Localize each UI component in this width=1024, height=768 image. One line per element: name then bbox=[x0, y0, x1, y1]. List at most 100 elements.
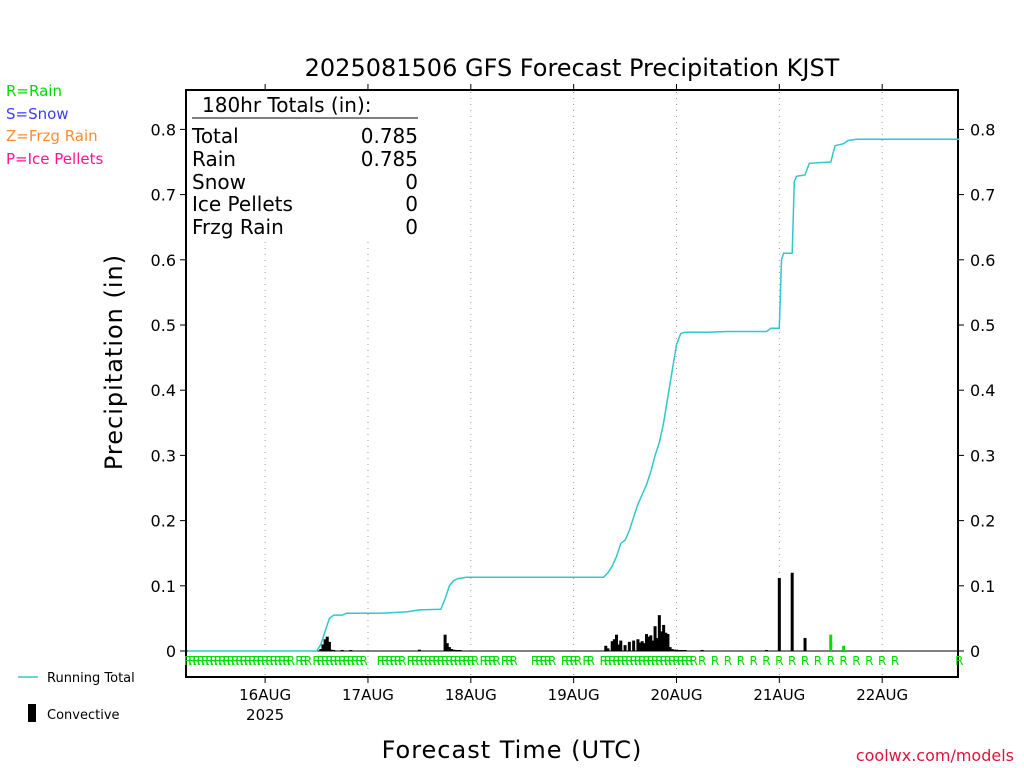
convective-bar bbox=[666, 634, 670, 651]
x-tick-sublabel: 2025 bbox=[246, 706, 284, 724]
legend-rain: R=Rain bbox=[6, 82, 62, 100]
y-tick-label-right: 0.1 bbox=[970, 577, 995, 596]
rain-marker: R bbox=[205, 654, 213, 668]
y-tick-label-right: 0 bbox=[970, 642, 980, 661]
rain-marker: R bbox=[698, 654, 706, 668]
rain-marker: R bbox=[535, 654, 543, 668]
rain-marker: R bbox=[659, 654, 667, 668]
rain-marker: R bbox=[724, 654, 732, 668]
rain-marker: R bbox=[197, 654, 205, 668]
convective-bar bbox=[679, 650, 683, 651]
rain-marker: R bbox=[351, 654, 359, 668]
rain-marker: R bbox=[462, 654, 470, 668]
totals-frzg-label: Frzg Rain bbox=[192, 215, 284, 239]
x-tick-label: 16AUG bbox=[239, 686, 291, 704]
convective-bar bbox=[640, 641, 644, 651]
y-tick-label-left: 0.1 bbox=[151, 577, 176, 596]
convective-bar bbox=[638, 642, 642, 651]
rain-marker: R bbox=[390, 654, 398, 668]
rain-marker: R bbox=[235, 654, 243, 668]
rain-marker: R bbox=[454, 654, 462, 668]
rain-marker: R bbox=[252, 654, 260, 668]
rain-marker: R bbox=[642, 654, 650, 668]
rain-marker: R bbox=[587, 654, 595, 668]
legend-snow: S=Snow bbox=[6, 105, 69, 123]
y-tick-label-left: 0.2 bbox=[151, 512, 176, 531]
convective-bar bbox=[606, 648, 610, 651]
convective-bar bbox=[668, 647, 672, 651]
rain-marker: R bbox=[342, 654, 350, 668]
rain-marker: R bbox=[261, 654, 269, 668]
y-tick-label-left: 0 bbox=[166, 642, 176, 661]
y-tick-label-right: 0.4 bbox=[970, 381, 995, 400]
totals-ice-value: 0 bbox=[405, 192, 418, 216]
rain-marker: R bbox=[647, 654, 655, 668]
rain-marker: R bbox=[227, 654, 235, 668]
legend-frzg-rain: Z=Frzg Rain bbox=[6, 127, 98, 145]
totals-rain-label: Rain bbox=[192, 147, 236, 171]
rain-marker: R bbox=[569, 654, 577, 668]
precip-bar bbox=[829, 634, 833, 651]
convective-bar bbox=[670, 649, 674, 651]
convective-bar bbox=[642, 643, 646, 651]
convective-bar bbox=[683, 650, 687, 651]
rain-marker: R bbox=[210, 654, 218, 668]
totals-snow-label: Snow bbox=[192, 170, 246, 194]
y-tick-label-right: 0.7 bbox=[970, 186, 995, 205]
rain-marker: R bbox=[471, 654, 479, 668]
totals-snow-value: 0 bbox=[405, 170, 418, 194]
rain-marker: R bbox=[749, 654, 757, 668]
totals-total-value: 0.785 bbox=[361, 124, 418, 148]
convective-bar bbox=[340, 650, 344, 651]
rain-marker: R bbox=[565, 654, 573, 668]
convective-bar bbox=[458, 650, 462, 651]
convective-bar bbox=[674, 649, 678, 651]
credit-text: coolwx.com/models bbox=[856, 746, 1014, 765]
rain-marker: R bbox=[428, 654, 436, 668]
rain-marker: R bbox=[300, 654, 308, 668]
convective-bar bbox=[653, 626, 657, 651]
convective-bar bbox=[619, 640, 623, 651]
rain-marker: R bbox=[347, 654, 355, 668]
rain-marker: R bbox=[420, 654, 428, 668]
precip-type-legend: R=Rain S=Snow Z=Frzg Rain P=Ice Pellets bbox=[6, 82, 103, 168]
convective-bar bbox=[681, 650, 685, 651]
totals-box: 180hr Totals (in): Total 0.785 Rain 0.78… bbox=[188, 92, 438, 239]
rain-marker: R bbox=[184, 654, 192, 668]
rain-marker: R bbox=[192, 654, 200, 668]
x-axis-label: Forecast Time (UTC) bbox=[382, 736, 643, 764]
convective-bar bbox=[657, 615, 661, 651]
convective-bar bbox=[319, 649, 323, 651]
convective-bar bbox=[456, 650, 460, 651]
rain-marker: R bbox=[338, 654, 346, 668]
rain-marker: R bbox=[394, 654, 402, 668]
convective-bar bbox=[349, 650, 353, 651]
rain-marker: R bbox=[248, 654, 256, 668]
rain-marker: R bbox=[501, 654, 509, 668]
convective-bar bbox=[447, 647, 451, 651]
convective-bar bbox=[700, 650, 704, 651]
chart-title: 2025081506 GFS Forecast Precipitation KJ… bbox=[305, 54, 840, 82]
running-total-line-group bbox=[188, 138, 960, 652]
rain-marker: R bbox=[651, 654, 659, 668]
convective-bar bbox=[649, 635, 653, 651]
rain-marker: R bbox=[617, 654, 625, 668]
rain-marker: R bbox=[737, 654, 745, 668]
rain-marker: R bbox=[330, 654, 338, 668]
rain-marker: R bbox=[814, 654, 822, 668]
legend-ice-pellets: P=Ice Pellets bbox=[6, 150, 103, 168]
totals-rain-value: 0.785 bbox=[361, 147, 418, 171]
convective-bar bbox=[632, 640, 636, 651]
rain-marker: R bbox=[467, 654, 475, 668]
rain-marker: R bbox=[711, 654, 719, 668]
convective-bar bbox=[777, 577, 781, 651]
convective-bar bbox=[627, 641, 631, 651]
rain-marker: R bbox=[437, 654, 445, 668]
rain-marker: R bbox=[441, 654, 449, 668]
y-tick-label-left: 0.3 bbox=[151, 446, 176, 465]
rain-marker: R bbox=[407, 654, 415, 668]
rain-marker: R bbox=[539, 654, 547, 668]
convective-bar bbox=[454, 650, 458, 651]
convective-bar bbox=[790, 572, 794, 651]
rain-marker: R bbox=[955, 654, 963, 668]
